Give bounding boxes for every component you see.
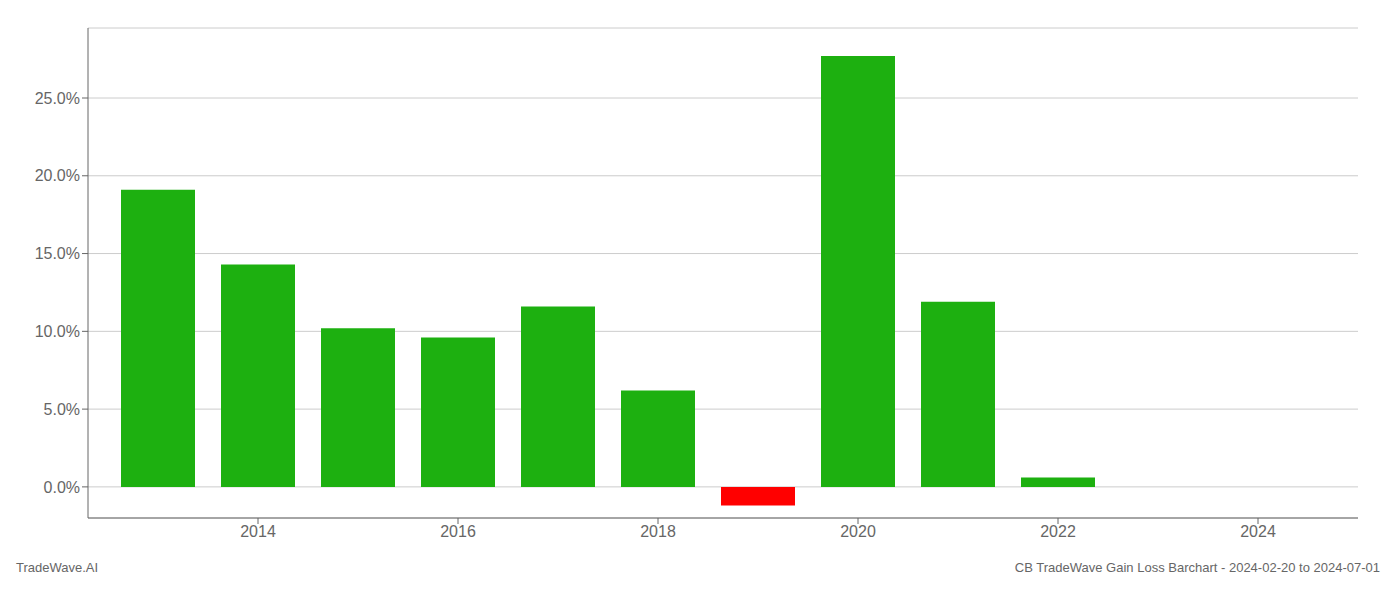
svg-text:10.0%: 10.0%: [35, 323, 80, 340]
svg-text:2024: 2024: [1240, 523, 1276, 540]
svg-text:25.0%: 25.0%: [35, 90, 80, 107]
svg-text:2016: 2016: [440, 523, 476, 540]
html-text:CB TradeWave Gain Loss Barchar: CB TradeWave Gain Loss Barchart - 2024-0…: [1014, 560, 1380, 575]
svg-text:20.0%: 20.0%: [35, 167, 80, 184]
svg-text:2020: 2020: [840, 523, 876, 540]
html-text:TradeWave.AI: TradeWave.AI: [16, 560, 99, 575]
svg-text:5.0%: 5.0%: [44, 401, 80, 418]
svg-text:2014: 2014: [240, 523, 276, 540]
svg-text:0.0%: 0.0%: [44, 479, 80, 496]
svg-text:2018: 2018: [640, 523, 676, 540]
svg-text:2022: 2022: [1040, 523, 1076, 540]
svg-text:15.0%: 15.0%: [35, 245, 80, 262]
